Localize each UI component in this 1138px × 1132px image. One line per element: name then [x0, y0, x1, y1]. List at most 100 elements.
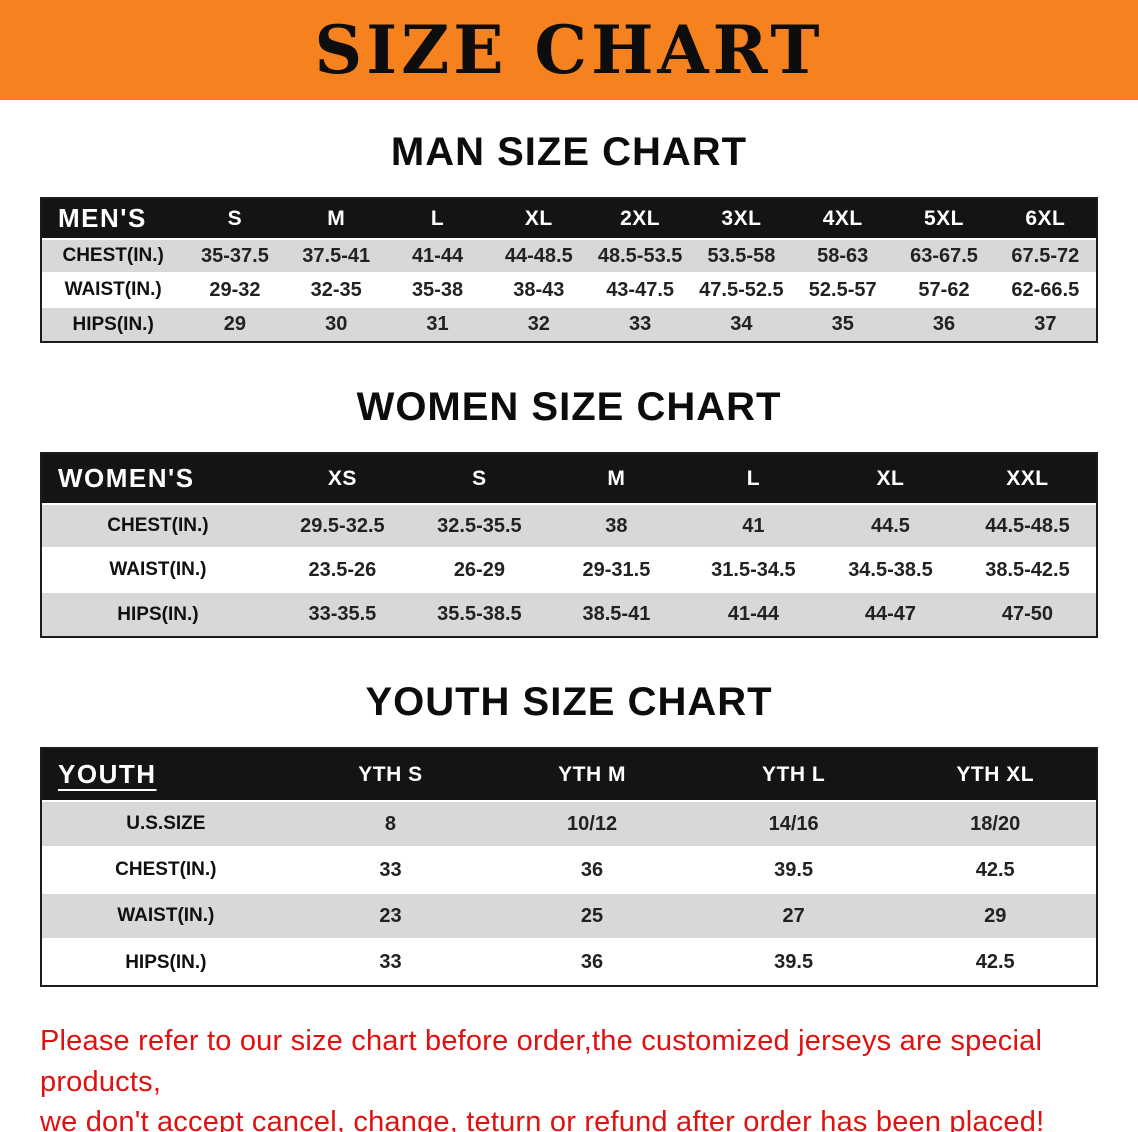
value-cell: 38-43 [513, 278, 565, 301]
size-header-cell: YTH L [692, 749, 895, 801]
measurement-row: WAIST(IN.) 23 25 27 29 [42, 893, 1096, 939]
value-cell: 52.5-57 [808, 278, 877, 301]
value-cell: 23.5-26 [308, 558, 377, 581]
row-label-cell: U.S.SIZE [126, 813, 206, 834]
size-header-cell: 5XL [893, 199, 995, 239]
value-cell: 31.5-34.5 [711, 558, 796, 581]
value-cell: 8 [384, 812, 397, 835]
value-cell: 47.5-52.5 [699, 278, 784, 301]
value-cell: 48.5-53.5 [597, 244, 683, 267]
value-cell: 26-29 [453, 558, 505, 581]
size-header-cell: YTH XL [894, 749, 1096, 801]
disclaimer-line-1: Please refer to our size chart before or… [40, 1025, 1043, 1098]
value-cell: 39.5 [774, 858, 814, 881]
value-cell: 44-47 [864, 603, 917, 625]
measurement-row: CHEST(IN.) 29.5-32.5 32.5-35.5 38 41 44.5 44.5… [42, 504, 1096, 548]
value-cell: 44.5 [870, 514, 910, 537]
value-cell: 29 [984, 904, 1007, 927]
row-label-cell: WAIST(IN.) [117, 905, 215, 926]
value-cell: 33-35.5 [308, 603, 377, 625]
value-cell: 33 [379, 951, 402, 973]
table-title-cell: WOMEN'S [42, 454, 274, 504]
value-cell: 38 [605, 514, 628, 537]
section-women: WOMEN SIZE CHART WOMEN'S XS S M L XL XXL CHEST(… [0, 385, 1138, 638]
value-cell: 53.5-58 [707, 244, 776, 267]
value-cell: 36 [580, 951, 604, 973]
value-cell: 18/20 [970, 812, 1021, 835]
women-size-chart-heading: WOMEN SIZE CHART [356, 385, 782, 429]
value-cell: 62-66.5 [1011, 278, 1080, 301]
table-header-row: WOMEN'S XS S M L XL XXL [42, 454, 1096, 504]
youth-size-chart-heading: YOUTH SIZE CHART [365, 680, 773, 724]
size-header-cell: YTH M [491, 749, 693, 801]
size-header-cell: XL [821, 454, 959, 504]
value-cell: 36 [932, 313, 956, 335]
measurement-row: CHEST(IN.) 35-37.5 37.5-41 41-44 44-48.5 48.5… [42, 239, 1096, 273]
measurement-row: HIPS(IN.) 29 30 31 32 33 34 35 36 37 [42, 307, 1096, 341]
value-cell: 37 [1034, 313, 1057, 335]
row-label-cell: WAIST(IN.) [64, 279, 162, 300]
size-header-cell: 4XL [792, 199, 894, 239]
value-cell: 44.5-48.5 [985, 514, 1070, 537]
size-header-cell: 2XL [589, 199, 691, 239]
value-cell: 23 [379, 904, 402, 927]
value-cell: 10/12 [567, 812, 618, 835]
value-cell: 35-38 [411, 278, 464, 301]
value-cell: 35 [831, 313, 854, 335]
value-cell: 29.5-32.5 [300, 514, 385, 537]
table-title-cell: YOUTH [42, 749, 290, 801]
value-cell: 67.5-72 [1011, 244, 1080, 267]
size-table: YOUTH YTH S YTH M YTH L YTH XL U.S.SIZE 8 10/12… [42, 749, 1096, 985]
row-label-cell: CHEST(IN.) [107, 515, 209, 536]
table-title-cell: MEN'S [42, 199, 185, 239]
value-cell: 29-32 [209, 278, 261, 301]
measurement-row: WAIST(IN.) 29-32 32-35 35-38 38-43 43-47.5 47.… [42, 273, 1096, 307]
men-size-table-container: MEN'S S M L XL 2XL 3XL 4XL 5XL 6XL CHEST(IN.) 35-37… [40, 197, 1098, 343]
women-size-table-container: WOMEN'S XS S M L XL XXL CHEST(IN.) 29.5-32.5 32.5… [40, 452, 1098, 638]
value-cell: 27 [782, 904, 805, 927]
value-cell: 33 [628, 313, 652, 335]
value-cell: 32-35 [310, 278, 362, 301]
row-label-cell: WAIST(IN.) [109, 559, 207, 580]
value-cell: 58-63 [817, 244, 869, 267]
value-cell: 35.5-38.5 [437, 603, 522, 625]
banner: SIZE CHART [0, 0, 1138, 100]
size-header-cell: XS [273, 454, 411, 504]
row-label-cell: CHEST(IN.) [62, 245, 164, 266]
page-title: SIZE CHART [314, 11, 824, 89]
size-header-cell: L [386, 199, 489, 239]
value-cell: 34 [730, 313, 753, 335]
value-cell: 36 [580, 858, 604, 881]
size-header-cell: 6XL [994, 199, 1096, 239]
value-cell: 31 [426, 313, 449, 335]
value-cell: 44-48.5 [504, 244, 573, 267]
row-label-cell: HIPS(IN.) [125, 951, 207, 973]
measurement-row: WAIST(IN.) 23.5-26 26-29 29-31.5 31.5-34.5 34… [42, 548, 1096, 592]
value-cell: 30 [325, 313, 348, 335]
value-cell: 57-62 [918, 278, 970, 301]
value-cell: 39.5 [774, 951, 814, 973]
value-cell: 42.5 [975, 951, 1015, 973]
value-cell: 42.5 [975, 858, 1015, 881]
size-header-cell: M [285, 199, 387, 239]
row-label-cell: HIPS(IN.) [72, 313, 154, 335]
size-header-cell: M [547, 454, 685, 504]
size-header-cell: L [684, 454, 822, 504]
disclaimer: Please refer to our size chart before or… [40, 1021, 1098, 1132]
value-cell: 25 [580, 904, 604, 927]
size-header-cell: XXL [958, 454, 1096, 504]
section-men: MAN SIZE CHART MEN'S S M L XL 2XL 3XL 4XL 5XL 6XL… [0, 130, 1138, 343]
size-table: WOMEN'S XS S M L XL XXL CHEST(IN.) 29.5-32.5 32.5… [42, 454, 1096, 636]
size-header-cell: XL [488, 199, 590, 239]
size-header-cell: S [184, 199, 286, 239]
value-cell: 34.5-38.5 [848, 558, 933, 581]
disclaimer-line-2: we don't accept cancel, change, teturn o… [40, 1106, 1045, 1132]
youth-size-table-container: YOUTH YTH S YTH M YTH L YTH XL U.S.SIZE 8 10/12… [40, 747, 1098, 987]
measurement-row: U.S.SIZE 8 10/12 14/16 18/20 [42, 801, 1096, 847]
table-header-row: MEN'S S M L XL 2XL 3XL 4XL 5XL 6XL [42, 199, 1096, 239]
measurement-row: CHEST(IN.) 33 36 39.5 42.5 [42, 847, 1096, 893]
table-header-row: YOUTH YTH S YTH M YTH L YTH XL [42, 749, 1096, 801]
value-cell: 63-67.5 [910, 244, 978, 267]
value-cell: 14/16 [768, 812, 819, 835]
